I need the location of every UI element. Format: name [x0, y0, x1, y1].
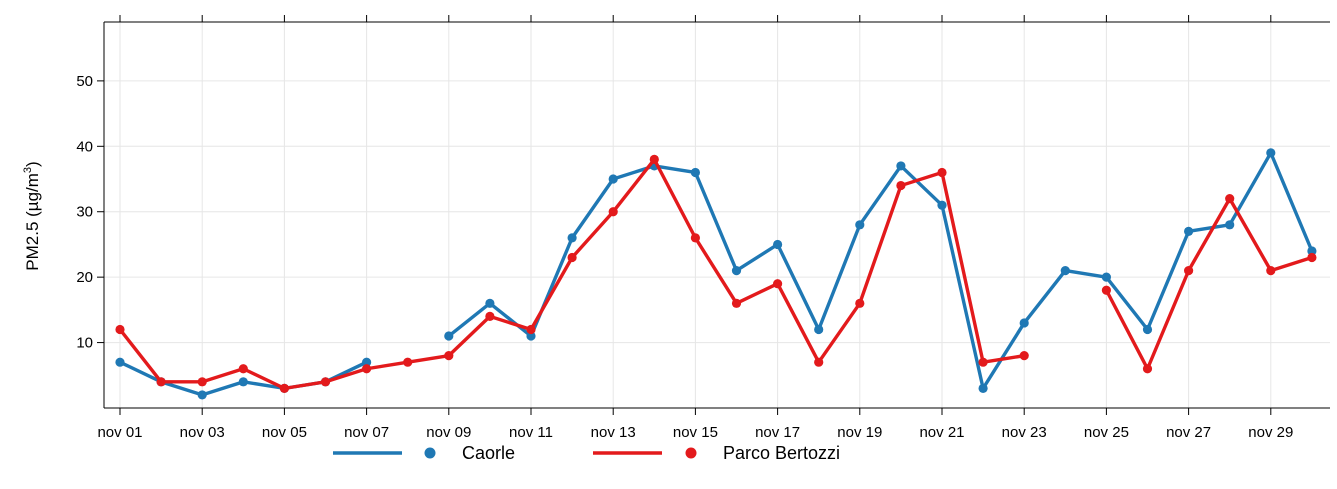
legend-label: Parco Bertozzi: [723, 443, 840, 463]
data-point: [1142, 364, 1153, 374]
y-tick-label: 20: [76, 269, 93, 286]
data-point: [690, 233, 701, 243]
series-line: [118, 157, 1026, 391]
data-point: [1060, 266, 1070, 276]
data-point: [1307, 246, 1317, 256]
data-point: [197, 390, 207, 400]
data-point: [1266, 148, 1276, 158]
x-tick-label: nov 05: [262, 424, 307, 441]
data-point: [403, 357, 413, 367]
data-point: [526, 324, 536, 335]
data-point: [773, 279, 783, 289]
data-point: [1142, 324, 1153, 335]
legend-marker: [424, 447, 436, 459]
data-point: [731, 298, 742, 308]
data-point: [814, 357, 824, 367]
data-point: [238, 377, 248, 387]
data-point: [1225, 194, 1235, 204]
data-point: [1225, 220, 1235, 230]
y-tick-label: 50: [76, 73, 93, 90]
data-point: [978, 383, 988, 393]
data-point: [362, 357, 372, 367]
x-tick-label: nov 09: [426, 424, 471, 441]
x-tick-label: nov 27: [1166, 424, 1211, 441]
data-point: [896, 180, 906, 191]
data-point: [937, 200, 947, 210]
data-point: [197, 377, 207, 387]
data-point: [1101, 272, 1111, 282]
data-point: [773, 239, 783, 250]
data-point: [485, 311, 495, 322]
data-point: [1184, 266, 1194, 276]
data-point: [320, 377, 331, 387]
data-point: [1266, 266, 1276, 276]
y-axis-label: PM2.5 (µg/m3): [22, 161, 42, 270]
grid-lines: [104, 22, 1330, 408]
data-point: [896, 161, 906, 171]
data-point: [937, 167, 947, 178]
x-tick-label: nov 23: [1002, 424, 1047, 441]
data-point: [444, 351, 454, 361]
x-tick-label: nov 17: [755, 424, 800, 441]
y-tick-label: 10: [76, 335, 93, 352]
data-point: [649, 154, 659, 164]
x-tick-label: nov 21: [919, 424, 964, 441]
data-point: [608, 207, 618, 217]
data-point: [978, 357, 988, 367]
x-tick-label: nov 19: [837, 424, 882, 441]
data-point: [608, 174, 618, 184]
series-parco-bertozzi: [115, 154, 1317, 393]
y-tick-label: 30: [76, 204, 93, 221]
data-point: [690, 167, 701, 178]
legend-label: Caorle: [462, 443, 515, 463]
data-point: [567, 252, 577, 263]
series-line: [1104, 196, 1314, 371]
x-tick-label: nov 01: [97, 424, 142, 441]
x-tick-label: nov 15: [673, 424, 718, 441]
data-point: [1307, 252, 1317, 263]
x-tick-label: nov 03: [180, 424, 225, 441]
data-point: [156, 377, 166, 387]
series-line: [447, 151, 1314, 391]
series-caorle: [115, 148, 1317, 400]
data-point: [1101, 285, 1111, 295]
series-layer: [115, 148, 1317, 400]
data-point: [1019, 351, 1029, 361]
x-tick-label: nov 11: [509, 424, 553, 441]
data-point: [115, 324, 125, 335]
data-point: [731, 266, 742, 276]
x-tick-label: nov 29: [1248, 424, 1293, 441]
legend-item-parco-bertozzi: Parco Bertozzi: [593, 443, 840, 463]
data-point: [485, 298, 495, 308]
data-point: [855, 220, 865, 230]
data-point: [238, 364, 248, 374]
data-point: [855, 298, 865, 308]
data-point: [1184, 226, 1194, 236]
x-tick-label: nov 13: [591, 424, 636, 441]
y-tick-label: 40: [76, 138, 93, 155]
data-point: [814, 324, 824, 335]
data-point: [115, 357, 125, 367]
data-point: [362, 364, 372, 374]
data-point: [526, 331, 536, 341]
data-point: [567, 233, 577, 243]
legend: Caorle Parco Bertozzi: [333, 443, 840, 463]
data-point: [1019, 318, 1029, 328]
axes: 10 20 30 40 50 nov 01 nov 03 nov 05 nov 07 nov 09…: [76, 15, 1330, 441]
data-point: [279, 383, 289, 393]
legend-marker: [685, 447, 697, 459]
x-tick-label: nov 25: [1084, 424, 1129, 441]
data-point: [444, 331, 454, 341]
legend-item-caorle: Caorle: [333, 443, 515, 463]
x-tick-label: nov 07: [344, 424, 389, 441]
